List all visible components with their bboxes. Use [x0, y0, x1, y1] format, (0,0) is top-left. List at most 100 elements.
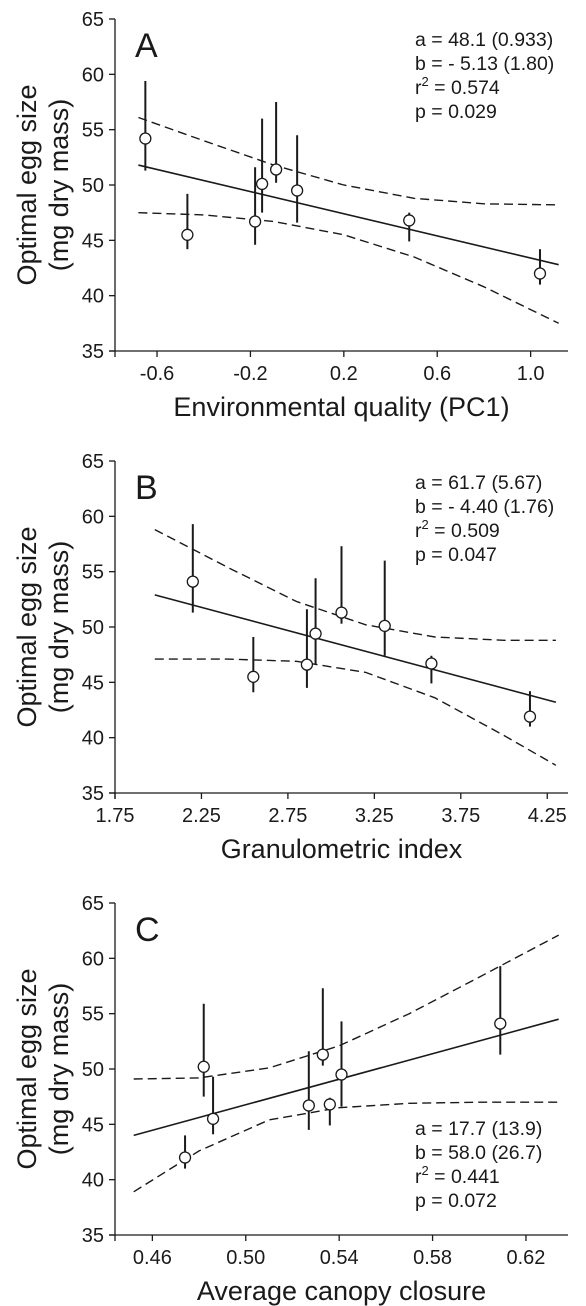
stat-line: r2 = 0.441 — [415, 1163, 500, 1188]
y-tick-label: 50 — [82, 175, 104, 197]
x-axis-title: Granulometric index — [221, 834, 463, 864]
stat-line: a = 61.7 (5.67) — [415, 472, 542, 494]
y-axis-title-line2: (mg dry mass) — [44, 99, 74, 272]
data-point — [323, 1098, 336, 1111]
y-axis-title-line2: (mg dry mass) — [44, 541, 74, 714]
x-tick-label: 0.6 — [423, 363, 451, 385]
data-point — [139, 132, 152, 145]
stat-line: p = 0.029 — [415, 101, 497, 123]
stat-text: a = 61.7 (5.67) — [415, 472, 542, 494]
x-tick-label: 4.25 — [528, 805, 567, 827]
y-tick-label: 50 — [82, 1059, 104, 1081]
ci-upper-line — [154, 528, 556, 641]
stat-line: p = 0.072 — [415, 1190, 497, 1212]
stat-superscript: 2 — [422, 1163, 429, 1178]
data-point — [403, 214, 416, 227]
y-tick-label: 65 — [82, 893, 104, 915]
y-axis-title-line1: Optimal egg size — [12, 968, 42, 1169]
y-tick-label: 65 — [82, 451, 104, 473]
data-point — [335, 606, 348, 619]
panel-a: 35 40 45 50 55 60 65 -0.6 -0.2 0.2 0.6 1.0 Environme… — [12, 9, 568, 422]
panel-c: 35 40 45 50 55 60 65 0.46 0.50 0.54 0.58 0.62 Averag… — [12, 893, 568, 1306]
stat-superscript: 2 — [422, 517, 429, 532]
stat-line: r2 = 0.509 — [415, 517, 500, 542]
stat-line: a = 48.1 (0.933) — [415, 29, 553, 51]
ci-lower-line — [138, 212, 560, 324]
panel-b: 35 40 45 50 55 60 65 1.75 2.25 2.75 3.25 3.75 4.25 Gr… — [12, 451, 568, 864]
y-tick-label: 40 — [82, 1170, 104, 1192]
y-tick-label: 60 — [82, 506, 104, 528]
y-axis-title-line2: (mg dry mass) — [44, 983, 74, 1156]
y-tick-label: 45 — [82, 230, 104, 252]
stat-line: r2 = 0.574 — [415, 74, 500, 99]
y-tick-label: 55 — [82, 120, 104, 142]
data-point — [178, 1151, 192, 1164]
panel-letter: B — [135, 469, 158, 507]
x-tick-label: 2.75 — [268, 805, 307, 827]
x-tick-label: 1.0 — [517, 363, 545, 385]
x-tick-label: -0.2 — [233, 363, 267, 385]
x-tick-label: 0.50 — [226, 1247, 265, 1269]
stat-text: a = 17.7 (13.9) — [415, 1118, 542, 1140]
ci-lower-line — [154, 658, 557, 766]
stat-text: = 0.441 — [429, 1166, 500, 1188]
stat-text: r — [415, 77, 422, 99]
data-point — [181, 228, 194, 241]
y-tick-label: 40 — [82, 728, 104, 750]
y-tick-label: 65 — [82, 9, 104, 31]
data-point — [309, 627, 322, 640]
y-tick-label: 45 — [82, 1114, 104, 1136]
y-tick-label: 45 — [82, 672, 104, 694]
stat-text: = 0.574 — [429, 77, 500, 99]
data-point — [290, 184, 304, 197]
ci-upper-line — [133, 934, 560, 1080]
data-point — [247, 670, 260, 683]
data-point — [186, 575, 199, 588]
stat-text: p = 0.029 — [415, 101, 497, 123]
data-point — [206, 1112, 220, 1125]
stat-line: p = 0.047 — [415, 544, 497, 566]
stat-line: b = - 4.40 (1.76) — [415, 496, 554, 518]
y-tick-label: 50 — [82, 617, 104, 639]
stat-line: a = 17.7 (13.9) — [415, 1118, 542, 1140]
data-point — [302, 1099, 315, 1112]
stat-text: r — [415, 1166, 422, 1188]
data-point — [378, 619, 391, 633]
x-tick-label: 0.54 — [320, 1247, 359, 1269]
ci-lower-line — [133, 1101, 559, 1193]
panel-letter: A — [135, 27, 158, 65]
x-tick-label: 0.46 — [133, 1247, 172, 1269]
x-tick-label: 2.25 — [182, 805, 221, 827]
data-point — [316, 1048, 329, 1061]
x-tick-label: 0.62 — [507, 1247, 546, 1269]
data-point — [494, 1017, 507, 1030]
y-tick-label: 40 — [82, 286, 104, 308]
y-tick-label: 55 — [82, 1004, 104, 1026]
x-axis-title: Environmental quality (PC1) — [173, 392, 509, 422]
stat-text: = 0.509 — [429, 520, 500, 542]
stat-text: b = - 4.40 (1.76) — [415, 496, 554, 518]
stat-line: b = 58.0 (26.7) — [415, 1142, 542, 1164]
data-point — [425, 657, 438, 670]
data-point — [197, 1060, 210, 1073]
panel-letter: C — [135, 911, 160, 949]
y-tick-label: 35 — [82, 783, 104, 805]
y-axis-title-line1: Optimal egg size — [12, 84, 42, 285]
x-tick-label: 1.75 — [96, 805, 135, 827]
x-axis-title: Average canopy closure — [197, 1276, 486, 1306]
stat-text: p = 0.047 — [415, 544, 497, 566]
data-point — [255, 177, 269, 191]
x-tick-label: 0.58 — [413, 1247, 452, 1269]
stat-text: a = 48.1 (0.933) — [415, 29, 553, 51]
data-point — [523, 710, 537, 723]
stat-text: p = 0.072 — [415, 1190, 497, 1212]
stat-text: b = 58.0 (26.7) — [415, 1142, 542, 1164]
stat-text: b = - 5.13 (1.80) — [415, 53, 554, 75]
y-tick-label: 60 — [82, 64, 104, 86]
ci-upper-line — [138, 116, 559, 206]
y-tick-label: 35 — [82, 341, 104, 363]
x-tick-label: 3.75 — [441, 805, 480, 827]
data-point — [533, 267, 547, 280]
x-tick-label: 3.25 — [355, 805, 394, 827]
